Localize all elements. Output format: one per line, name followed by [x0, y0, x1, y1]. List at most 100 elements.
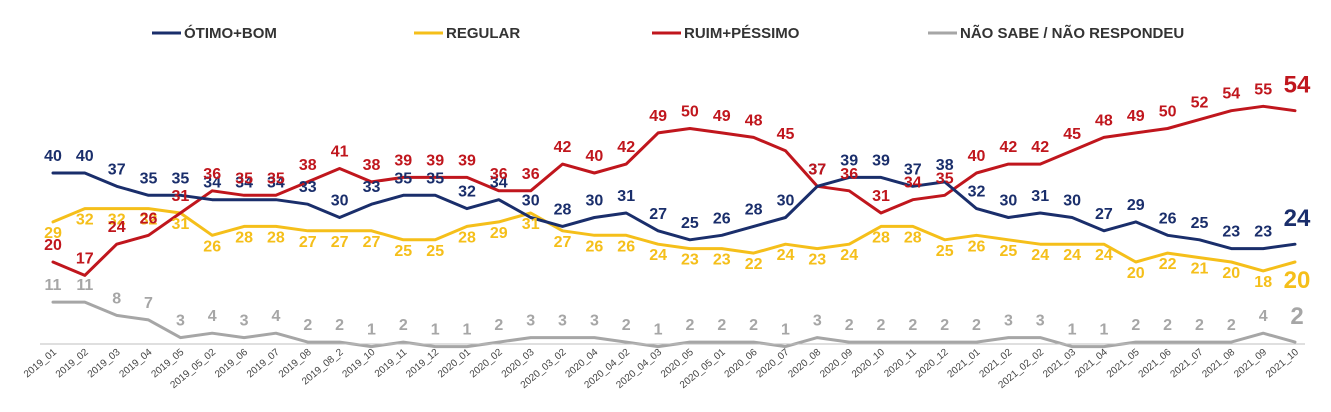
x-tick-label: 2019_04 — [118, 347, 155, 381]
data-label: 2 — [1163, 317, 1172, 334]
data-label: 34 — [490, 175, 508, 192]
data-label: 25 — [394, 243, 412, 260]
data-label: 1 — [463, 322, 472, 339]
data-label: 35 — [394, 170, 412, 187]
data-label: 36 — [203, 166, 221, 183]
data-label: 38 — [299, 157, 317, 174]
data-label: 36 — [840, 166, 858, 183]
data-label: 39 — [458, 152, 476, 169]
data-label: 33 — [363, 179, 381, 196]
data-label: 48 — [745, 112, 763, 129]
data-label: 42 — [1000, 139, 1018, 156]
data-label: 2 — [1131, 317, 1140, 334]
data-label: 39 — [872, 152, 890, 169]
x-tick-label: 2021_05 — [1105, 347, 1142, 381]
data-label: 20 — [1284, 267, 1311, 294]
data-label: 25 — [681, 215, 699, 232]
x-tick-label: 2020_12 — [914, 347, 951, 381]
data-label: 24 — [777, 247, 795, 264]
data-label: 30 — [777, 193, 795, 210]
data-label: 1 — [1068, 322, 1077, 339]
data-label: 31 — [872, 188, 890, 205]
x-tick-label: 2019_12 — [404, 347, 441, 381]
data-label: 23 — [713, 252, 731, 269]
data-label: 1 — [1099, 322, 1108, 339]
data-label: 29 — [490, 225, 508, 242]
data-label: 3 — [558, 313, 567, 330]
data-label: 35 — [426, 170, 444, 187]
legend-label: REGULAR — [446, 25, 520, 42]
data-label: 2 — [1227, 317, 1236, 334]
data-label: 37 — [904, 161, 922, 178]
x-tick-label: 2021_08 — [1200, 347, 1237, 381]
data-label: 26 — [713, 210, 731, 227]
data-label: 26 — [617, 238, 635, 255]
x-tick-label: 2019_11 — [373, 347, 410, 380]
data-label: 36 — [490, 166, 508, 183]
data-label: 32 — [76, 212, 94, 229]
data-label: 24 — [1063, 247, 1081, 264]
data-label: 4 — [1259, 308, 1268, 325]
data-label: 28 — [904, 229, 922, 246]
data-label: 32 — [458, 184, 476, 201]
data-label: 40 — [586, 148, 604, 165]
x-tick-label: 2020_01 — [436, 347, 473, 381]
data-label: 40 — [44, 148, 62, 165]
data-label: 2 — [335, 317, 344, 334]
data-label: 39 — [394, 152, 412, 169]
data-label: 24 — [1284, 205, 1311, 232]
data-label: 33 — [299, 179, 317, 196]
data-label: 34 — [235, 175, 253, 192]
data-label: 31 — [172, 188, 190, 205]
data-label: 25 — [426, 243, 444, 260]
data-label: 3 — [176, 313, 185, 330]
data-label: 7 — [144, 295, 153, 312]
data-label: 24 — [1095, 247, 1113, 264]
data-label: 31 — [1031, 188, 1049, 205]
data-label: 2 — [1290, 303, 1303, 330]
data-label: 31 — [522, 216, 540, 233]
data-label: 40 — [968, 148, 986, 165]
data-label: 39 — [840, 152, 858, 169]
x-tick-label: 2020_02 — [468, 347, 505, 381]
data-label: 18 — [1254, 274, 1272, 291]
data-label: 24 — [840, 247, 858, 264]
data-label: 29 — [1127, 197, 1145, 214]
data-label: 32 — [108, 212, 126, 229]
data-label: 39 — [426, 152, 444, 169]
data-label: 2 — [877, 317, 886, 334]
data-label: 26 — [140, 210, 158, 227]
data-label: 2 — [972, 317, 981, 334]
data-label: 2 — [494, 317, 503, 334]
legend-label: ÓTIMO+BOM — [184, 24, 277, 42]
x-tick-label: 2019_07 — [245, 347, 282, 381]
x-tick-label: 2021_10 — [1264, 347, 1301, 381]
legend-label: RUIM+PÉSSIMO — [684, 25, 800, 42]
data-label: 26 — [586, 238, 604, 255]
x-tick-label: 2020_10 — [850, 347, 887, 381]
x-tick-label: 2020_08 — [786, 347, 823, 381]
data-label: 38 — [363, 157, 381, 174]
data-label: 21 — [1191, 261, 1209, 278]
data-label: 37 — [808, 161, 826, 178]
data-label: 3 — [1036, 313, 1045, 330]
legend: ÓTIMO+BOM REGULAR RUIM+PÉSSIMO NÃO SABE / N… — [152, 24, 1184, 42]
data-label: 11 — [45, 277, 62, 294]
data-label: 4 — [208, 308, 217, 325]
data-label: 2 — [303, 317, 312, 334]
x-tick-label: 2021_03 — [1041, 347, 1078, 381]
data-label: 34 — [904, 175, 922, 192]
x-tick-label: 2019_10 — [341, 347, 378, 381]
data-label: 3 — [813, 313, 822, 330]
data-label: 50 — [1159, 104, 1177, 121]
data-label: 27 — [331, 234, 349, 251]
data-label: 8 — [112, 290, 121, 307]
series-line — [51, 171, 1297, 251]
data-label: 45 — [1063, 126, 1081, 143]
data-label: 25 — [1191, 215, 1209, 232]
data-label: 2 — [908, 317, 917, 334]
data-label: 24 — [1031, 247, 1049, 264]
data-label: 2 — [845, 317, 854, 334]
data-label: 30 — [522, 193, 540, 210]
